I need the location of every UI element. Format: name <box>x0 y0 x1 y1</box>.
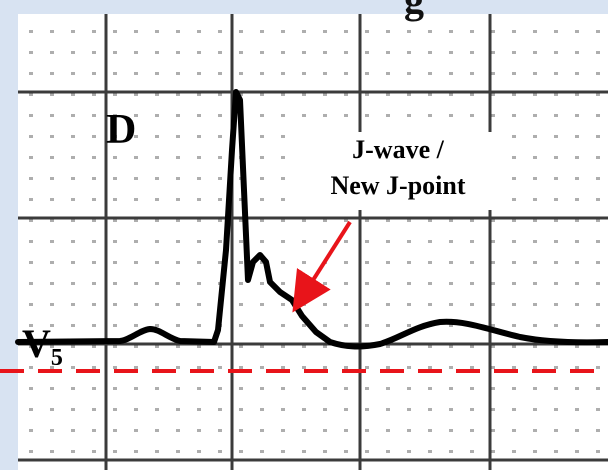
top-cropped-text: g <box>404 0 424 23</box>
annotation-line-2: New J-point <box>330 171 466 200</box>
red-arrow-icon <box>292 220 352 313</box>
lead-label-letter: V <box>22 321 51 366</box>
ecg-trace <box>15 89 608 350</box>
minor-grid-dots <box>18 14 608 470</box>
major-grid <box>18 14 608 470</box>
annotation-line-1: J-wave / <box>352 135 444 164</box>
panel-letter: D <box>106 107 137 153</box>
j-wave-annotation: J-wave / New J-point <box>292 132 504 210</box>
lead-label: V5 <box>22 320 63 372</box>
lead-label-subscript: 5 <box>50 345 63 371</box>
